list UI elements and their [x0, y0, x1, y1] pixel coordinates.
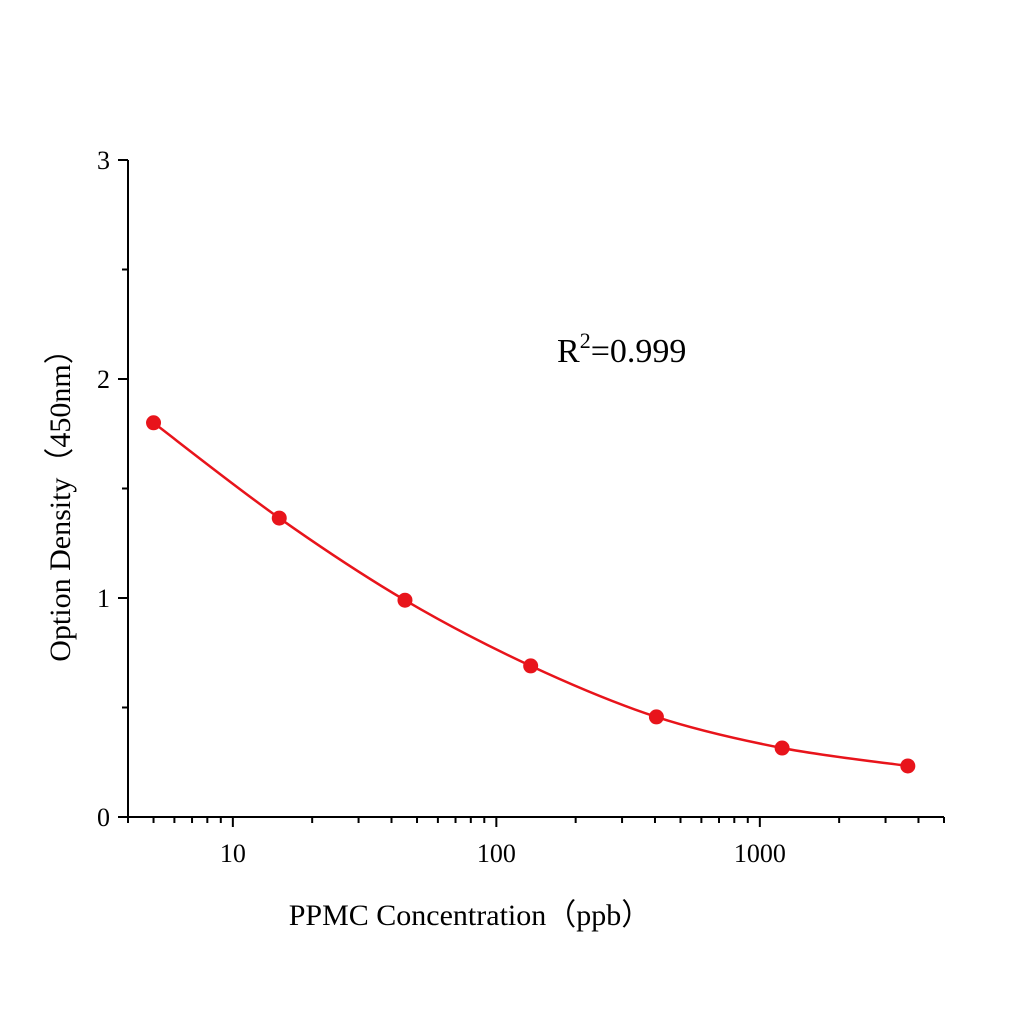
data-point [900, 758, 916, 774]
x-tick-label: 1000 [734, 839, 786, 868]
y-tick-label: 3 [97, 146, 110, 175]
y-tick-label: 0 [97, 803, 110, 832]
x-tick-label: 100 [477, 839, 516, 868]
data-point [774, 740, 790, 756]
data-point [523, 658, 539, 674]
y-tick-label: 1 [97, 584, 110, 613]
annotation-r-squared: R2=0.999 [557, 328, 686, 370]
plot-area [146, 415, 916, 774]
y-tick-label: 2 [97, 365, 110, 394]
x-axis-label: PPMC Concentration（ppb） [289, 899, 652, 932]
x-tick-label: 10 [220, 839, 246, 868]
data-point [397, 592, 413, 608]
y-axis-label: Option Density（450nm） [44, 334, 77, 662]
data-point [648, 709, 664, 725]
axes: 0 1 2 3 10 100 1000 [97, 146, 945, 868]
fit-curve [152, 421, 909, 768]
data-point [146, 415, 162, 431]
data-point [271, 510, 287, 526]
